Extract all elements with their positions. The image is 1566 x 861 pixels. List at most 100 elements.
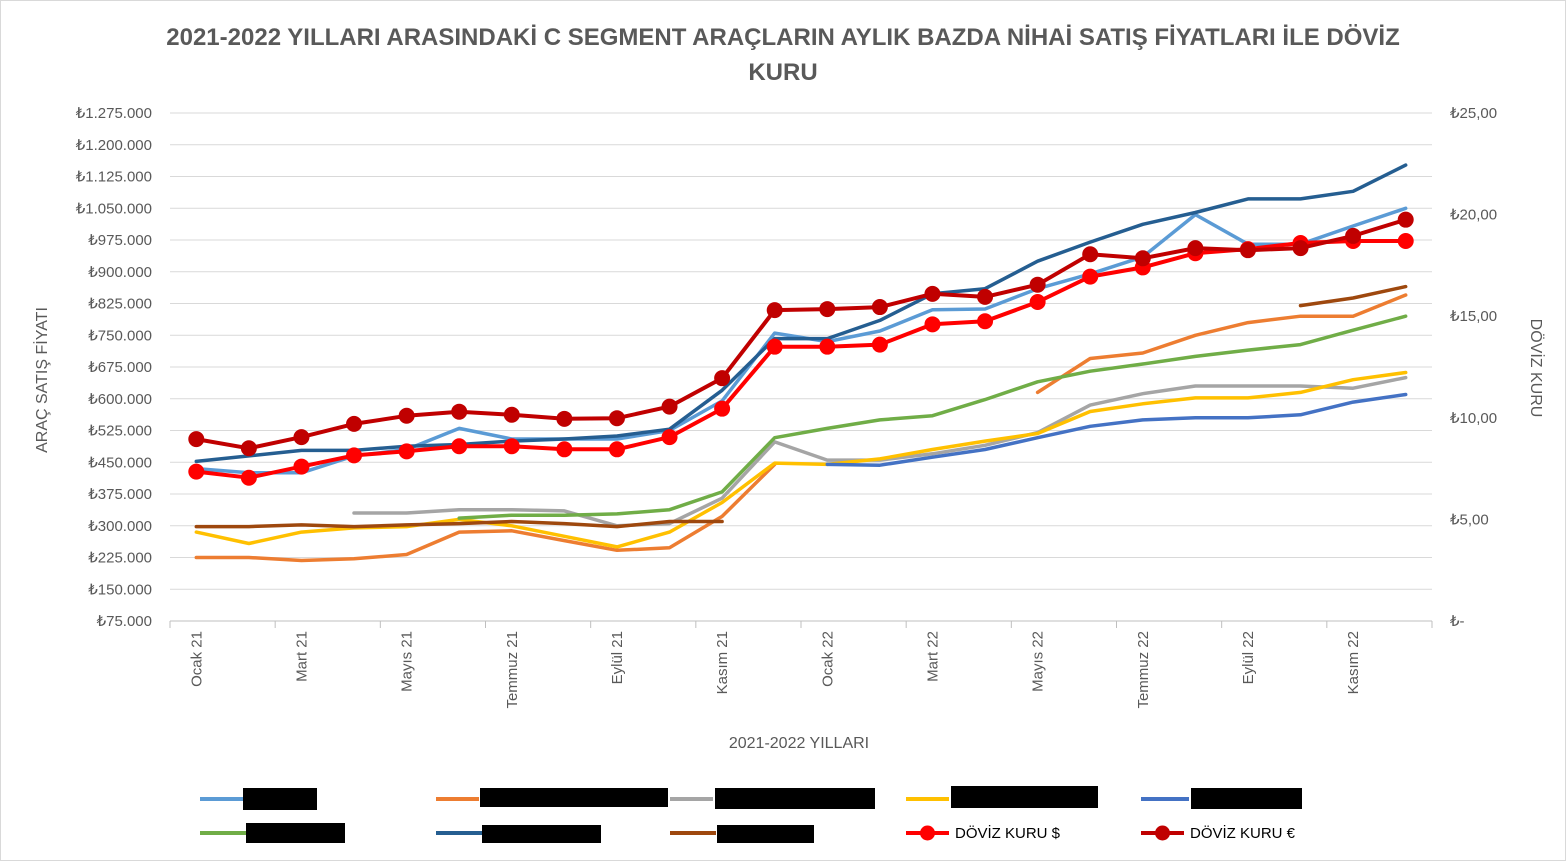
series-line [194, 462, 777, 563]
x-tick-label: Temmuz 21 [504, 631, 521, 709]
y2-tick-label: ₺10,00 [1450, 410, 1497, 427]
y-tick-label: ₺450.000 [88, 454, 152, 471]
y-tick-label: ₺1.275.000 [76, 105, 152, 122]
data-point [924, 285, 941, 302]
legend-entry: DÖVİZ KURU $ [906, 824, 1061, 842]
data-point [1134, 250, 1151, 267]
y-tick-label: ₺150.000 [88, 581, 152, 598]
y-tick-label: ₺900.000 [88, 264, 152, 281]
legend-entry [436, 825, 601, 843]
data-point [240, 469, 257, 486]
series-4 [825, 392, 1408, 467]
data-point [346, 447, 363, 464]
data-point [503, 406, 520, 423]
data-point [819, 301, 836, 318]
legend-marker [1155, 825, 1170, 841]
y2-tick-label: ₺15,00 [1450, 308, 1497, 325]
series-line [825, 392, 1408, 467]
y-tick-label: ₺75.000 [97, 613, 152, 630]
y2-tick-label: ₺5,00 [1450, 511, 1489, 528]
data-point [977, 313, 994, 330]
x-tick-label: Mart 22 [924, 631, 941, 682]
y-tick-label: ₺375.000 [88, 486, 152, 503]
legend-label: DÖVİZ KURU € [1190, 824, 1296, 842]
data-point [871, 299, 888, 316]
y2-tick-label: ₺25,00 [1450, 105, 1497, 122]
legend-entry [670, 788, 875, 809]
data-point [1397, 233, 1414, 250]
data-point [1239, 242, 1256, 259]
legend-entry [670, 825, 814, 843]
data-point [1029, 276, 1046, 293]
x-tick-label: Mayıs 22 [1030, 631, 1047, 692]
data-point [398, 407, 415, 424]
redacted-legend-label [482, 825, 601, 843]
data-point [819, 338, 836, 355]
series-7 [194, 284, 1408, 529]
data-point [293, 429, 310, 446]
redacted-legend-label [480, 788, 668, 807]
data-point [293, 458, 310, 475]
y2-tick-label: ₺20,00 [1450, 207, 1497, 224]
redacted-legend-label [951, 786, 1098, 808]
y-tick-label: ₺1.125.000 [76, 169, 152, 186]
data-point [1292, 240, 1309, 257]
data-point [1345, 227, 1362, 244]
y-tick-label: ₺675.000 [88, 359, 152, 376]
data-point [451, 403, 468, 420]
y-tick-label: ₺300.000 [88, 518, 152, 535]
data-point [924, 316, 941, 333]
data-point [661, 429, 678, 446]
series-line [457, 314, 1408, 520]
data-point [766, 302, 783, 319]
legend-entry [200, 823, 345, 843]
legend: DÖVİZ KURU $ DÖVİZ KURU € [200, 786, 1302, 843]
data-point [398, 443, 415, 460]
data-point [240, 440, 257, 457]
x-axis-title: 2021-2022 YILLARI [729, 735, 869, 752]
legend-entry: DÖVİZ KURU € [1141, 824, 1296, 842]
y2-tick-label: ₺- [1450, 613, 1465, 630]
chart-title-line-1: 2021-2022 YILLARI ARASINDAKİ C SEGMENT A… [166, 24, 1399, 51]
series-9 [188, 211, 1414, 457]
series-line [194, 163, 1408, 464]
series-6 [194, 163, 1408, 464]
y-axis-title: ARAÇ SATIŞ FİYATI [32, 307, 51, 453]
x-tick-label: Kasım 22 [1345, 631, 1362, 694]
legend-entry [906, 786, 1098, 808]
data-point [556, 410, 573, 427]
data-point [556, 441, 573, 458]
x-tick-label: Ocak 22 [819, 631, 836, 687]
series-5 [457, 314, 1408, 520]
x-tick-label: Mayıs 21 [399, 631, 416, 692]
data-point [1187, 240, 1204, 257]
y-tick-label: ₺975.000 [88, 232, 152, 249]
series-8 [188, 233, 1414, 486]
y-tick-label: ₺600.000 [88, 391, 152, 408]
x-tick-label: Eylül 22 [1240, 631, 1257, 684]
y-tick-label: ₺225.000 [88, 550, 152, 567]
series-line [194, 519, 724, 529]
data-point [714, 370, 731, 387]
data-point [714, 400, 731, 417]
y-tick-label: ₺1.200.000 [76, 137, 152, 154]
chart-title-line-2: KURU [748, 59, 817, 86]
data-point [608, 410, 625, 427]
series-line [194, 217, 1408, 451]
data-point [608, 441, 625, 458]
redacted-legend-label [1191, 788, 1302, 809]
data-point [503, 438, 520, 455]
legend-entry [200, 788, 317, 810]
y-tick-label: ₺525.000 [88, 423, 152, 440]
data-point [1397, 211, 1414, 228]
data-point [451, 438, 468, 455]
x-tick-label: Eylül 21 [609, 631, 626, 684]
x-tick-label: Ocak 21 [188, 631, 205, 687]
data-point [1082, 268, 1099, 285]
data-point [766, 338, 783, 355]
axes: ₺75.000 ₺150.000 ₺225.000 ₺300.000 ₺375.000 ₺… [76, 105, 1497, 709]
legend-label: DÖVİZ KURU $ [955, 824, 1061, 842]
series-line [194, 239, 1408, 480]
x-tick-label: Temmuz 22 [1135, 631, 1152, 709]
